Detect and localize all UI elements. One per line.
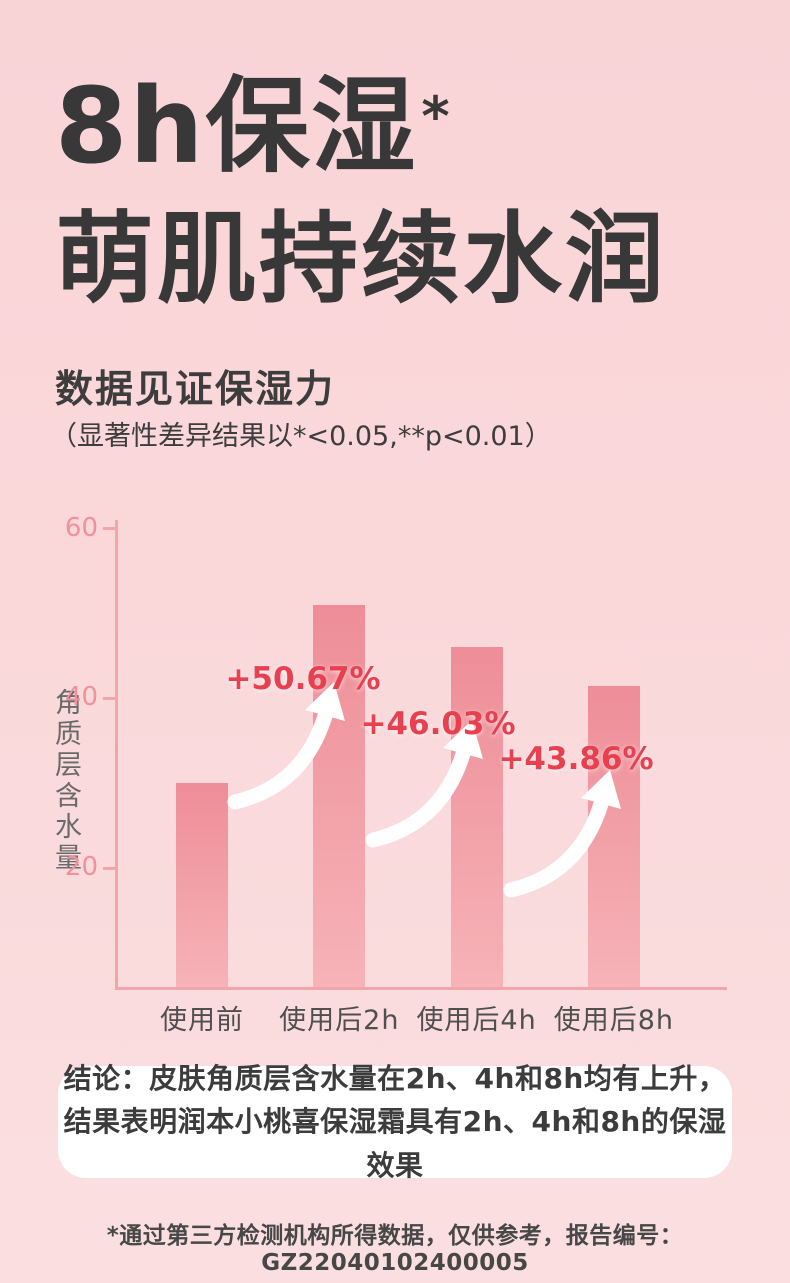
annotation-2h: +50.67%: [225, 661, 381, 697]
bar-chart-plot: 使用前 使用后2h 使用后4h 使用后8h 20 40 60 +50.67% +46.03…: [65, 513, 727, 1036]
bar-使用后2h: [313, 604, 366, 987]
y-tick-mark: [103, 527, 115, 531]
x-axis-label: 使用后2h: [279, 1005, 400, 1036]
conclusion-card: 结论：皮肤角质层含水量在2h、4h和8h均有上升， 结果表明润本小桃喜保湿霜具有…: [58, 1062, 732, 1182]
y-axis-label: 角质层含水量: [50, 688, 81, 874]
annotation-4h: +46.03%: [360, 706, 516, 742]
increase-arrow-icon: [227, 682, 345, 810]
increase-arrow-icon: [503, 770, 621, 898]
disclaimer-text: *通过第三方检测机构所得数据，仅供参考，报告编号：GZ2204010240000…: [106, 1223, 684, 1276]
headline-line1-text: 8h保湿: [55, 65, 418, 187]
headline-asterisk: *: [421, 84, 452, 148]
increase-arrow-icon: [365, 720, 483, 848]
y-tick-label: 40: [64, 682, 98, 713]
x-axis-label: 使用前: [160, 1005, 244, 1036]
growth-arrows: [227, 682, 621, 898]
significance-note: （显著性差异结果以*<0.05,**p<0.01）: [50, 421, 552, 452]
bar-使用前: [176, 783, 228, 987]
section-subtitle: 数据见证保湿力: [55, 367, 336, 411]
y-tick-mark: [103, 867, 115, 871]
annotation-8h: +43.86%: [498, 741, 654, 777]
conclusion-line2: 结果表明润本小桃喜保湿霜具有2h、4h和8h的保湿效果: [63, 1105, 727, 1182]
y-tick-mark: [103, 697, 115, 701]
x-axis-label: 使用后8h: [553, 1005, 675, 1036]
headline-line2: 萌肌持续水润: [55, 202, 667, 318]
bar-使用后4h: [450, 647, 503, 987]
y-tick-label: 60: [64, 512, 98, 543]
y-tick-label: 20: [64, 852, 98, 883]
conclusion-line1: 结论：皮肤角质层含水量在2h、4h和8h均有上升，: [63, 1061, 727, 1095]
headline: 8h保湿* 萌肌持续水润: [55, 58, 667, 326]
headline-line1: 8h保湿*: [55, 58, 667, 195]
bars-group: 使用前 使用后2h 使用后4h 使用后8h: [118, 520, 727, 1036]
bar-使用后8h: [587, 685, 640, 987]
x-axis-label: 使用后4h: [416, 1005, 537, 1036]
